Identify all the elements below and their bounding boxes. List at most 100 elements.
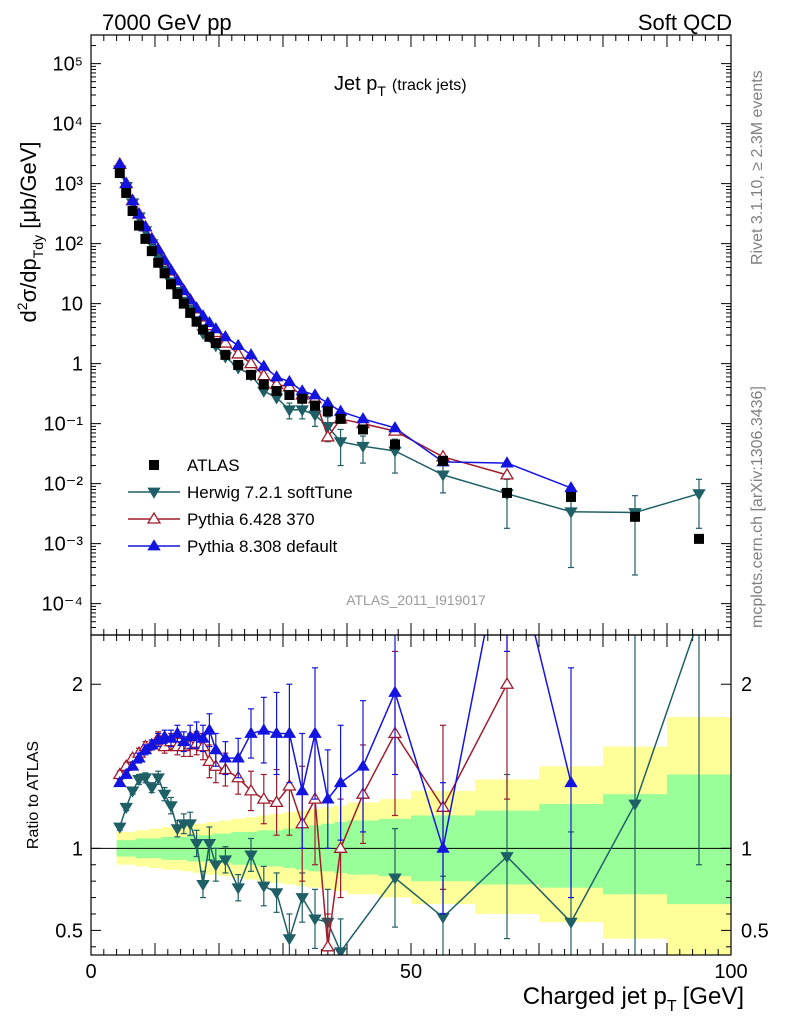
ratio-point (113, 775, 127, 788)
data-point (125, 193, 140, 206)
x-tick-label: 0 (85, 961, 96, 983)
legend-entry-pythia-6-428-370: Pythia 6.428 370 (128, 510, 315, 529)
data-point (246, 369, 256, 380)
data-point (146, 246, 157, 257)
data-point (198, 324, 208, 335)
data-point (320, 429, 335, 442)
data-point (356, 441, 370, 454)
data-point (333, 437, 348, 449)
ratio-point (170, 824, 185, 836)
data-point (209, 322, 223, 334)
main-y-tick-label: 1 (72, 354, 83, 376)
ratio-point (125, 786, 140, 798)
xlabel-unit: [GeV] (683, 983, 744, 1010)
main-y-tick-label: 10⁻² (44, 474, 84, 496)
ylabel-exp: 2 (14, 302, 30, 310)
data-point (284, 390, 295, 400)
data-point (282, 405, 297, 417)
ratio-point (282, 934, 297, 946)
header-energy-label: 7000 GeV pp (102, 10, 232, 35)
data-point (322, 406, 333, 417)
data-point (321, 396, 335, 408)
data-point (159, 268, 170, 279)
ratio-point (388, 685, 402, 697)
data-point (210, 338, 221, 349)
data-point (297, 393, 308, 404)
ratio-point (308, 914, 322, 926)
ratio-point (295, 893, 309, 905)
data-point (119, 176, 133, 189)
ratio-point (269, 726, 284, 738)
ratio-point (138, 773, 153, 785)
plot-title-extra: (track jets) (392, 77, 467, 94)
data-point (243, 356, 259, 369)
plot-title: Jet pT (track jets) (334, 73, 467, 99)
main-y-tick-labels: 10⁻⁴ 10⁻³ 10⁻² 10⁻¹ 1 10 10² 10³ 10⁴ 10⁵ (42, 54, 84, 616)
data-point (114, 168, 125, 179)
ratio-point (164, 801, 178, 813)
ratio-point (269, 795, 284, 808)
ratio-y-axis-label: Ratio to ATLAS (25, 741, 42, 849)
legend-label: Pythia 8.308 default (187, 537, 338, 556)
data-point (258, 379, 269, 390)
data-point (231, 338, 245, 350)
data-point (269, 370, 284, 382)
ratio-y-tick-label: 1 (72, 838, 83, 860)
ratio-panel: 0.5 0.5 1 1 2 2 0 50 100 Ratio to ATLAS Charged… (25, 615, 769, 1015)
ratio-point (113, 822, 127, 834)
analysis-watermark: ATLAS_2011_I919017 (346, 592, 486, 608)
data-point (694, 533, 704, 544)
main-panel: 10⁻⁴ 10⁻³ 10⁻² 10⁻¹ 1 10 10² 10³ 10⁴ 10⁵ Jet pT (t… (14, 34, 732, 636)
ratio-point (189, 728, 204, 740)
ratio-y-tick-label-right: 1 (741, 838, 752, 860)
ratio-point (202, 839, 217, 851)
data-point (310, 400, 320, 411)
ratio-point (321, 792, 335, 804)
ratio-point (257, 881, 271, 893)
data-point (438, 455, 448, 466)
data-point (500, 456, 514, 468)
main-y-tick-label: 10 (61, 294, 83, 316)
ratio-point (170, 726, 185, 738)
main-y-tick-label: 10⁻¹ (44, 414, 84, 436)
plot-title-main: Jet p (334, 73, 377, 95)
data-point (308, 410, 322, 422)
ratio-point (183, 819, 197, 831)
ratio-point (333, 775, 348, 788)
ratio-point (256, 791, 271, 804)
data-point (204, 331, 215, 342)
data-point (564, 507, 578, 519)
ratio-series-pythia-8-308-default (113, 635, 578, 915)
ratio-point (333, 841, 348, 853)
ratio-point (564, 775, 578, 788)
legend-marker (149, 460, 159, 470)
ratio-point (218, 751, 233, 763)
x-tick-label: 50 (400, 961, 422, 983)
data-point (295, 405, 309, 417)
ratio-point (356, 759, 370, 771)
data-point (202, 315, 217, 328)
ratio-point (151, 773, 165, 785)
main-axis-ticks (90, 34, 732, 636)
ratio-point (231, 883, 245, 895)
legend-label: ATLAS (187, 456, 240, 475)
main-y-tick-label: 10⁻³ (44, 534, 84, 556)
x-tick-label: 100 (714, 961, 747, 983)
ratio-point (333, 947, 348, 955)
ratio-point (132, 751, 146, 763)
legend: ATLAS Herwig 7.2.1 softTune Pythia 6.428 3… (128, 456, 353, 556)
data-point (271, 385, 282, 396)
main-y-axis-label: d2σ/dpTdy [μb/GeV] (14, 142, 46, 323)
ratio-point (244, 726, 258, 738)
ratio-frame (90, 634, 732, 956)
ratio-point (218, 855, 233, 867)
legend-entry-herwig-7-2-1-softtune: Herwig 7.2.1 softTune (128, 483, 353, 502)
series-pythia-6-428-370 (112, 157, 515, 480)
legend-entry-atlas: ATLAS (149, 456, 240, 475)
ratio-point (202, 754, 217, 767)
main-y-tick-label: 10⁵ (52, 54, 83, 76)
xlabel-subscript: T (667, 998, 677, 1015)
data-point (436, 470, 450, 482)
data-point (282, 374, 297, 387)
ratio-point (693, 615, 705, 625)
